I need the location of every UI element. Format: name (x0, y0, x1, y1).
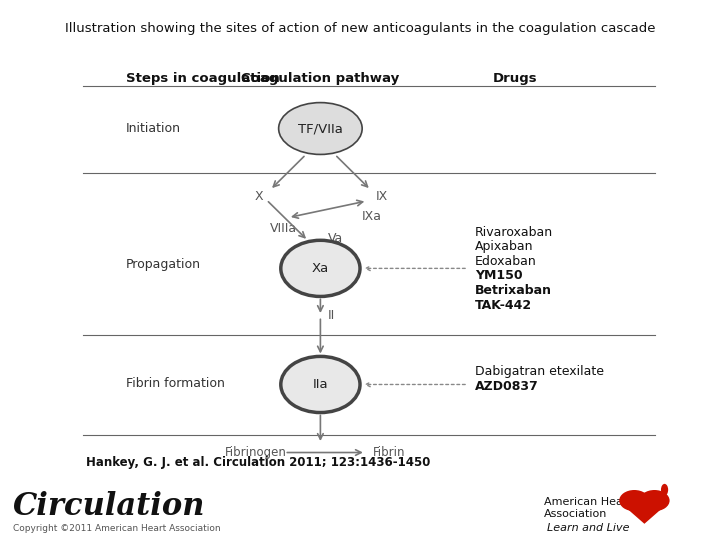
Text: AZD0837: AZD0837 (475, 380, 539, 393)
Text: VIIIa: VIIIa (270, 222, 297, 235)
Text: Hankey, G. J. et al. Circulation 2011; 123:1436-1450: Hankey, G. J. et al. Circulation 2011; 1… (86, 456, 431, 469)
Text: Betrixaban: Betrixaban (475, 284, 552, 297)
Ellipse shape (281, 240, 360, 296)
Text: Association: Association (544, 509, 607, 519)
Text: TAK-442: TAK-442 (475, 299, 532, 312)
Text: Illustration showing the sites of action of new anticoagulants in the coagulatio: Illustration showing the sites of action… (65, 22, 655, 35)
Text: Initiation: Initiation (126, 122, 181, 135)
Text: Copyright ©2011 American Heart Association: Copyright ©2011 American Heart Associati… (13, 524, 220, 532)
Text: X: X (255, 190, 264, 203)
Text: Steps in coagulation: Steps in coagulation (126, 72, 280, 85)
Text: Apixaban: Apixaban (475, 240, 534, 253)
Text: American Heart: American Heart (544, 497, 631, 507)
Text: IXa: IXa (361, 210, 382, 222)
Text: Propagation: Propagation (126, 258, 201, 271)
Ellipse shape (619, 490, 649, 511)
Text: YM150: YM150 (475, 269, 523, 282)
Text: Fibrin formation: Fibrin formation (126, 377, 225, 390)
Text: Xa: Xa (312, 262, 329, 275)
Ellipse shape (661, 484, 668, 496)
Text: Edoxaban: Edoxaban (475, 255, 537, 268)
Text: Coagulation pathway: Coagulation pathway (241, 72, 400, 85)
Text: IX: IX (375, 190, 388, 203)
Text: IIa: IIa (312, 378, 328, 391)
Text: Learn and Live: Learn and Live (547, 523, 630, 533)
Text: Rivaroxaban: Rivaroxaban (475, 226, 554, 239)
Ellipse shape (639, 490, 670, 511)
Polygon shape (623, 505, 666, 524)
Text: Dabigatran etexilate: Dabigatran etexilate (475, 365, 604, 378)
Text: TF/VIIa: TF/VIIa (298, 122, 343, 135)
Text: Circulation: Circulation (13, 491, 205, 522)
Text: II: II (328, 309, 335, 322)
Text: Fibrin: Fibrin (372, 446, 405, 459)
Ellipse shape (281, 356, 360, 413)
Ellipse shape (279, 103, 362, 154)
Text: Va: Va (328, 232, 343, 245)
Text: Drugs: Drugs (493, 72, 538, 85)
Text: Fibrinogen: Fibrinogen (225, 446, 287, 459)
